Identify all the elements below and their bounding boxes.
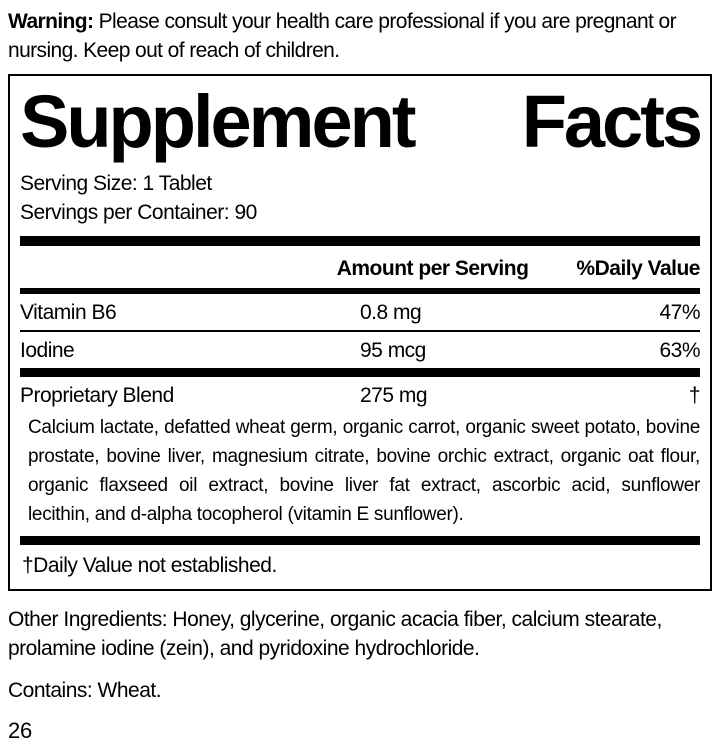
panel-title-word-1: Supplement: [20, 80, 416, 163]
warning-body: Please consult your health care professi…: [8, 10, 677, 62]
nutrient-amount: 0.8 mg: [360, 301, 422, 324]
servings-per-container: Servings per Container: 90: [20, 201, 257, 224]
nutrient-daily-value: 47%: [659, 301, 700, 324]
serving-size: Serving Size: 1 Tablet: [20, 172, 212, 195]
thick-separator-bar-middle: [20, 368, 700, 377]
other-ingredients: Other Ingredients: Honey, glycerine, org…: [8, 608, 662, 660]
nutrient-name: Iodine: [20, 339, 75, 362]
contains-statement: Contains: Wheat.: [8, 679, 162, 702]
thick-separator-bar-bottom: [20, 536, 700, 545]
amount-per-serving-header: Amount per Serving: [336, 257, 529, 280]
nutrient-amount: 95 mcg: [360, 339, 426, 362]
nutrient-name: Vitamin B6: [20, 301, 117, 324]
daily-value-header: %Daily Value: [576, 257, 700, 280]
warning-label: Warning:: [8, 10, 94, 33]
header-rule: [20, 288, 700, 294]
nutrient-row-vitamin-b6: Vitamin B6 0.8 mg 47%: [20, 294, 701, 332]
blend-description: Calcium lactate, defatted wheat germ, or…: [28, 417, 700, 525]
daily-value-footnote: †Daily Value not established.: [22, 554, 277, 577]
column-header-row: Amount per Serving %Daily Value: [20, 246, 701, 288]
nutrient-amount: 275 mg: [360, 384, 428, 407]
panel-title: Supplement Facts: [20, 76, 703, 163]
serving-info: Serving Size: 1 Tablet Servings per Cont…: [20, 169, 700, 227]
nutrient-daily-value: †: [688, 384, 701, 407]
page-number: 26: [8, 718, 33, 743]
nutrient-row-proprietary-blend: Proprietary Blend 275 mg †: [20, 377, 701, 413]
nutrient-daily-value: 63%: [659, 339, 700, 362]
nutrient-row-iodine: Iodine 95 mcg 63%: [20, 332, 701, 368]
thick-separator-bar-top: [20, 236, 700, 246]
warning-text: Warning: Please consult your health care…: [8, 7, 712, 65]
supplement-facts-panel: Supplement Facts Serving Size: 1 Tablet …: [8, 74, 712, 591]
nutrient-name: Proprietary Blend: [20, 384, 174, 407]
panel-title-word-2: Facts: [521, 80, 703, 163]
